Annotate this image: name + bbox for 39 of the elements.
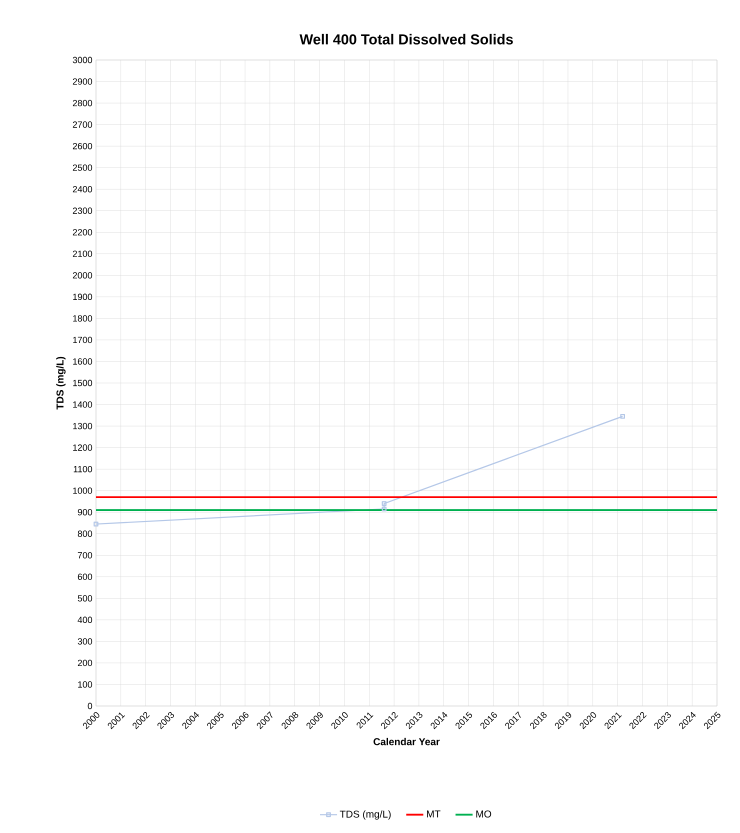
y-tick-label: 2500: [72, 164, 92, 171]
y-tick-label: 2700: [72, 121, 92, 128]
y-tick-label: 0: [88, 702, 92, 710]
y-tick-label: 1700: [73, 336, 92, 344]
legend-label: TDS (mg/L): [340, 810, 391, 820]
y-tick-label: 2300: [72, 208, 92, 214]
y-tick-label: 900: [78, 509, 92, 516]
y-tick-label: 1800: [73, 315, 92, 322]
y-tick-label: 3000: [72, 56, 92, 64]
y-tick-label: 100: [78, 681, 92, 688]
y-tick-label: 2600: [72, 142, 92, 150]
y-tick-label: 500: [78, 595, 92, 602]
y-tick-label: 1600: [73, 358, 92, 365]
y-tick-label: 1300: [73, 422, 92, 430]
y-tick-label: 300: [78, 638, 92, 645]
y-tick-label: 400: [78, 616, 92, 624]
y-tick-label: 2400: [72, 186, 92, 192]
chart-title: Well 400 Total Dissolved Solids: [300, 34, 513, 44]
y-tick-label: 1100: [74, 466, 92, 472]
y-tick-label: 200: [78, 660, 92, 666]
legend-label: MO: [476, 810, 492, 818]
y-tick-label: 2900: [72, 78, 92, 85]
legend-label: MT: [427, 810, 440, 818]
y-tick-label: 1200: [73, 444, 92, 451]
point: [382, 506, 387, 512]
y-tick-label: 1400: [73, 401, 92, 408]
y-tick-label: 2000: [72, 272, 92, 279]
y-axis-title: TDS (mg/L): [56, 356, 66, 410]
y-tick-label: 2100: [72, 250, 92, 257]
y-tick-label: 1900: [73, 294, 92, 300]
y-tick-label: 1000: [73, 487, 92, 494]
y-tick-label: 2800: [72, 100, 92, 106]
x-axis-title: Calendar Year: [374, 738, 440, 746]
y-tick-label: 800: [78, 530, 92, 537]
y-tick-label: 2200: [72, 229, 92, 236]
point: [382, 501, 387, 506]
y-tick-label: 1500: [73, 380, 92, 386]
y-tick-label: 600: [78, 574, 92, 580]
y-tick-label: 700: [78, 552, 92, 558]
